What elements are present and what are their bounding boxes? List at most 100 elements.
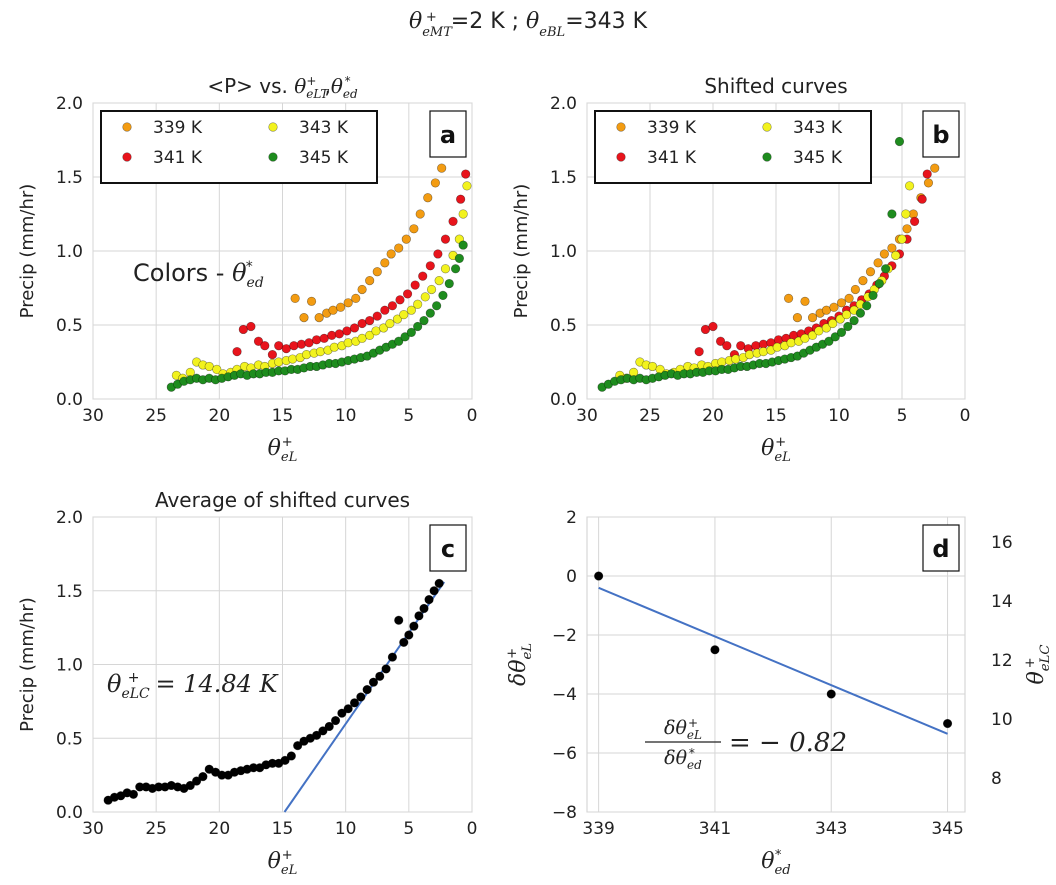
y-tick-label: −2	[552, 626, 577, 646]
data-point	[836, 298, 847, 308]
data-point	[824, 336, 834, 346]
data-point	[349, 323, 360, 333]
data-point	[365, 330, 375, 340]
data-point	[708, 321, 718, 332]
y-tick-label: 0.0	[56, 390, 83, 410]
panel-letter-box	[429, 524, 467, 572]
data-point	[432, 301, 442, 311]
data-point	[715, 336, 726, 346]
data-point	[873, 258, 883, 268]
annotation-denominator: δθed*	[664, 746, 702, 772]
data-point	[410, 280, 420, 290]
data-point	[594, 571, 604, 581]
data-point	[429, 586, 439, 596]
y-tick-label: 0	[566, 567, 577, 587]
data-point	[887, 209, 897, 219]
y-tick-label: −8	[552, 803, 577, 823]
data-point	[434, 578, 444, 588]
data-point	[290, 293, 300, 303]
legend-box	[100, 110, 378, 184]
legend-marker	[616, 152, 626, 162]
data-point	[406, 327, 416, 338]
data-point	[814, 326, 824, 336]
data-point	[314, 313, 324, 323]
data-point	[855, 308, 866, 318]
data-point	[858, 276, 868, 286]
data-point	[710, 645, 720, 655]
x-tick-label: 25	[145, 406, 167, 426]
data-point	[274, 357, 284, 367]
annotation: θeLC+ = 14.84 K	[107, 670, 280, 702]
data-point	[772, 342, 782, 352]
data-point	[897, 234, 907, 244]
data-point	[440, 234, 451, 244]
data-point	[647, 361, 658, 372]
data-point	[826, 689, 836, 699]
data-point	[444, 278, 454, 289]
data-point	[462, 181, 472, 191]
y-axis-label: Precip (mm/hr)	[511, 184, 532, 319]
data-point	[419, 603, 429, 614]
annotation: Colors - θed*	[133, 259, 264, 291]
panel-d: 339 341 343 345 −8 −6 −4 −2 0 2 d 8 10 12 14 16 θed* δθeL…	[505, 508, 1053, 878]
y-tick-label: 1.0	[56, 242, 83, 262]
data-point	[351, 293, 361, 303]
data-point	[293, 741, 303, 751]
panel-letter-box	[922, 524, 960, 572]
data-point	[917, 194, 927, 204]
data-point	[286, 751, 296, 761]
data-point	[357, 318, 367, 329]
y-right-tick-label: 14	[991, 592, 1013, 612]
panel-letter: a	[440, 121, 456, 149]
data-point	[394, 336, 404, 346]
data-point	[312, 730, 322, 740]
data-point	[409, 224, 419, 234]
data-point	[736, 341, 746, 351]
data-point	[792, 313, 803, 323]
data-point	[380, 305, 390, 315]
panel-letter-box	[922, 110, 960, 158]
data-point	[458, 240, 468, 250]
data-point	[800, 333, 810, 343]
data-point	[902, 224, 912, 234]
data-point	[204, 361, 214, 372]
x-tick-label: 0	[960, 406, 971, 426]
legend-marker	[762, 152, 772, 162]
data-point	[448, 216, 458, 226]
data-point	[758, 347, 769, 357]
data-point	[289, 341, 299, 351]
y-axis-label: Precip (mm/hr)	[17, 184, 38, 319]
y-right-tick-label: 16	[991, 533, 1013, 553]
data-point	[722, 341, 732, 351]
data-point	[288, 354, 298, 364]
data-point	[409, 621, 419, 631]
data-point	[419, 315, 429, 326]
x-tick-label: 341	[699, 819, 731, 839]
data-point	[357, 333, 367, 343]
panel-title: Average of shifted curves	[155, 488, 410, 512]
data-point	[399, 310, 409, 320]
data-point	[386, 249, 396, 259]
data-point	[365, 315, 375, 326]
legend-marker	[122, 122, 132, 132]
data-point	[274, 341, 284, 351]
data-point	[821, 323, 832, 333]
figure-suptitle: θeMT+ =2 K ; θeBL=343 K	[409, 9, 648, 40]
data-point	[894, 136, 905, 147]
data-point	[281, 344, 291, 354]
data-point	[319, 333, 329, 343]
data-point	[424, 594, 434, 605]
y-tick-label: 0.5	[56, 729, 83, 749]
data-point	[191, 776, 202, 786]
legend-label: 341 K	[647, 148, 697, 168]
data-point	[402, 289, 413, 299]
data-point	[401, 234, 411, 244]
x-axis-label: θeL+	[761, 435, 791, 465]
data-point	[922, 169, 932, 179]
data-point	[394, 615, 404, 625]
y-tick-label: 1.5	[56, 168, 83, 188]
data-point	[830, 332, 840, 342]
legend-label: 339 K	[153, 118, 203, 138]
data-point	[783, 293, 794, 303]
